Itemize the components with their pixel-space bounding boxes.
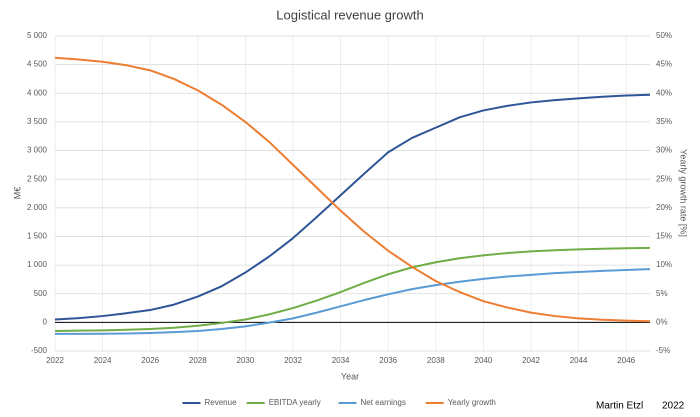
y-tick-label: 1 000 — [27, 260, 48, 269]
x-tick-label: 2022 — [46, 356, 64, 365]
x-tick-label: 2030 — [237, 356, 255, 365]
y2-tick-label: -5% — [656, 346, 670, 355]
series-line — [54, 56, 651, 323]
y-tick-label: 2 000 — [27, 203, 48, 212]
x-tick-label: 2042 — [522, 356, 540, 365]
y2-tick-label: 45% — [656, 60, 672, 69]
y-tick-label: 4 000 — [27, 88, 48, 97]
x-tick-label: 2040 — [475, 356, 493, 365]
y-tick-label: 1 500 — [27, 232, 48, 241]
legend-label: Yearly growth — [448, 398, 496, 407]
x-tick-label: 2036 — [379, 356, 397, 365]
y-tick-label: 2 500 — [27, 174, 48, 183]
legend-label: EBITDA yearly — [269, 398, 321, 407]
y2-tick-label: 30% — [656, 146, 672, 155]
footer-author: Martin Etzl — [596, 401, 643, 412]
y2-tick-label: 50% — [656, 31, 672, 40]
y2-axis-label: Yearly growth rate [%] — [679, 149, 689, 237]
y-axis-label: M€ — [12, 187, 22, 200]
x-tick-label: 2044 — [570, 356, 588, 365]
x-tick-label: 2046 — [617, 356, 635, 365]
y2-tick-label: 40% — [656, 88, 672, 97]
legend-label: Revenue — [205, 398, 238, 407]
x-tick-label: 2024 — [94, 356, 112, 365]
y2-tick-label: 15% — [656, 232, 672, 241]
x-axis-label: Year — [341, 371, 359, 381]
footer-year: 2022 — [662, 401, 685, 412]
y2-tick-label: 0% — [656, 317, 668, 326]
y-tick-label: 3 000 — [27, 146, 48, 155]
y2-tick-label: 25% — [656, 174, 672, 183]
y-tick-label: 4 500 — [27, 60, 48, 69]
y-tick-label: 5 000 — [27, 31, 48, 40]
legend-label: Net earnings — [361, 398, 406, 407]
y-tick-label: 500 — [34, 289, 48, 298]
series-line — [54, 93, 651, 321]
y-tick-label: 0 — [43, 317, 48, 326]
chart-title: Logistical revenue growth — [276, 7, 423, 22]
y2-tick-label: 20% — [656, 203, 672, 212]
y-tick-label: -500 — [31, 346, 48, 355]
x-tick-label: 2026 — [141, 356, 159, 365]
x-tick-label: 2038 — [427, 356, 445, 365]
y2-tick-label: 5% — [656, 289, 668, 298]
y2-tick-label: 10% — [656, 260, 672, 269]
x-tick-label: 2032 — [284, 356, 302, 365]
x-tick-label: 2034 — [332, 356, 350, 365]
x-tick-label: 2028 — [189, 356, 207, 365]
y-tick-label: 3 500 — [27, 117, 48, 126]
y2-tick-label: 35% — [656, 117, 672, 126]
series-line — [55, 268, 651, 335]
series-line — [54, 246, 651, 332]
